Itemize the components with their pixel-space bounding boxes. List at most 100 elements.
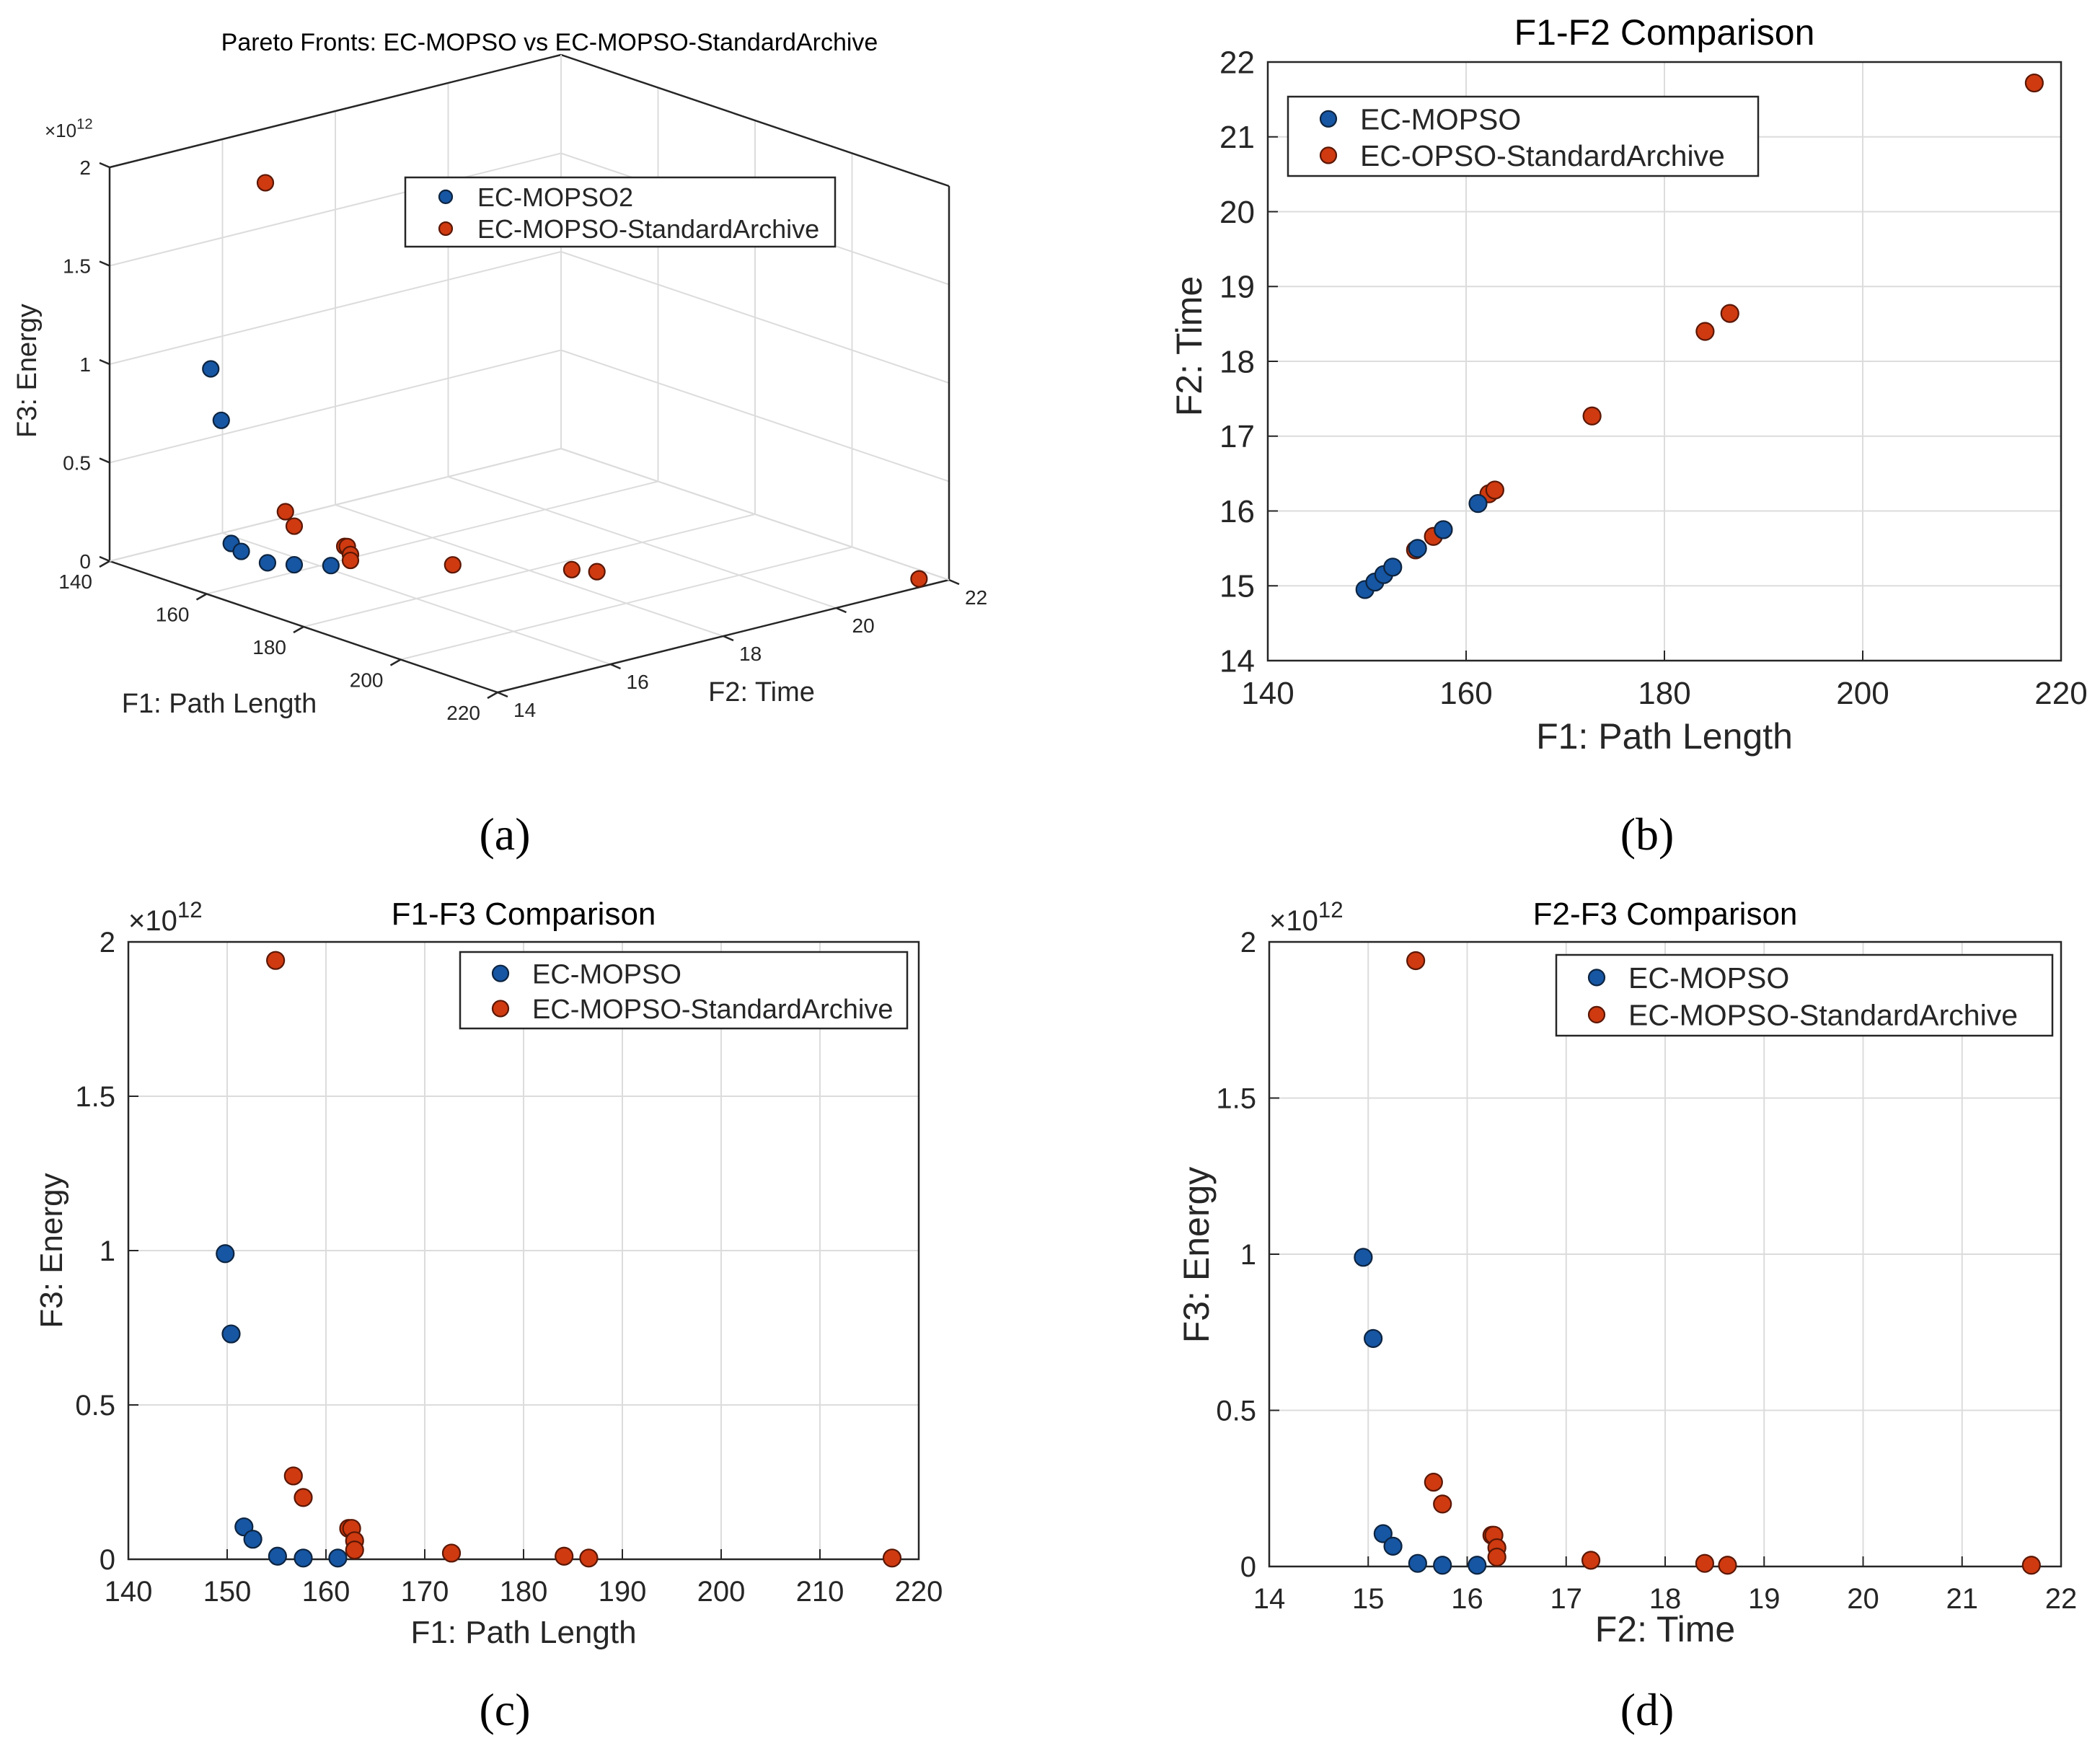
y-tick-label: 2 (100, 927, 115, 958)
legend-label-a: EC-MOPSO2 (477, 182, 633, 212)
x-tick-label: 150 (203, 1576, 252, 1608)
x-tick-label: 16 (1451, 1583, 1483, 1615)
data-point-standard-archive (1406, 951, 1426, 971)
sidewall-grid-z (109, 152, 562, 267)
data-point-ec-mopso (1364, 1328, 1383, 1349)
f1-tick-label: 220 (446, 702, 480, 724)
data-point-standard-archive (276, 503, 294, 521)
x-axis-label: F1: Path Length (1536, 716, 1793, 757)
tick-mark-f1 (195, 593, 208, 601)
tick-mark-f3 (99, 457, 110, 464)
plot-frame (1266, 61, 2062, 662)
data-point-ec-mopso (216, 1244, 235, 1264)
y-tick-label: 0.5 (1216, 1396, 1256, 1427)
data-point-ec-mopso (1433, 1556, 1452, 1575)
chart-c: 140 150 160 170 180 190 200 210 220 0 0.5 1 1.5 2 F1-F… (34, 896, 943, 1650)
f2-tick-label: 18 (739, 643, 762, 665)
data-point-standard-archive (588, 563, 606, 581)
data-point-ec-mopso (1408, 1554, 1427, 1573)
data-point-standard-archive (1695, 322, 1715, 341)
x-tick-label: 180 (1638, 676, 1690, 711)
x-tick-label: 22 (2045, 1583, 2078, 1615)
tick-mark-f2 (723, 635, 734, 642)
legend-marker-b (491, 1000, 510, 1018)
panel-label-a: (a) (479, 808, 530, 860)
legend-marker-a (438, 189, 454, 204)
box-edge (109, 53, 562, 169)
legend-box (1287, 95, 1760, 177)
x-tick-label: 210 (796, 1576, 844, 1608)
z-axis-label: F3: Energy (12, 304, 43, 438)
legend-label-a: EC-MOPSO (532, 959, 681, 990)
x-tick-label: 14 (1253, 1583, 1286, 1615)
x-tick-label: 220 (2034, 676, 2087, 711)
legend-marker-b (438, 221, 454, 237)
f1-tick-label: 180 (252, 636, 286, 658)
y-tick-label: 0.5 (75, 1390, 115, 1422)
data-point-standard-archive (1424, 1472, 1443, 1492)
y-tick-label: 0 (1240, 1551, 1256, 1583)
data-point-standard-archive (579, 1548, 599, 1568)
data-point-standard-archive (1718, 1556, 1737, 1575)
data-point-standard-archive (341, 551, 360, 570)
y-tick-label: 1 (1240, 1239, 1256, 1271)
data-point-ec-mopso (1468, 1556, 1487, 1575)
legend-marker-a (1587, 969, 1606, 987)
legend-d: EC-MOPSO EC-MOPSO-StandardArchive (1555, 953, 2054, 1037)
x-tick-label: 17 (1550, 1583, 1583, 1615)
data-point-standard-archive (444, 556, 462, 574)
x-tick-label: 20 (1847, 1583, 1879, 1615)
x-tick-label: 19 (1748, 1583, 1781, 1615)
chart-d: 14 15 16 17 18 19 20 21 22 0 0.5 1 1.5 2 F2-F3 Compari… (1176, 896, 2077, 1649)
y-tick-label: 20 (1219, 195, 1255, 230)
y-tick-label: 1 (100, 1235, 115, 1267)
box-edge-back (560, 448, 950, 581)
y-tick-label: 17 (1219, 419, 1255, 454)
data-point-standard-archive (1487, 1547, 1506, 1567)
legend-box (1555, 953, 2054, 1037)
y-tick-label: 22 (1219, 45, 1255, 80)
data-point-ec-mopso (1408, 539, 1427, 558)
data-point-ec-mopso (268, 1546, 287, 1566)
f1-tick-label: 140 (58, 570, 92, 593)
chart-title: Pareto Fronts: EC-MOPSO vs EC-MOPSO-Stan… (221, 29, 878, 56)
y-tick-label: 18 (1219, 344, 1255, 379)
data-point-ec-mopso2 (258, 554, 277, 572)
legend-c: EC-MOPSO EC-MOPSO-StandardArchive (459, 951, 909, 1030)
chart-b: 140 160 180 200 220 14 15 16 17 18 19 20 21 22 F1-F2 C… (1169, 12, 2088, 757)
backwall-grid-z (560, 251, 950, 384)
data-point-standard-archive (256, 174, 275, 192)
data-point-standard-archive (562, 560, 581, 578)
panel-label-d: (d) (1620, 1684, 1675, 1735)
sidewall-grid-z (109, 251, 562, 365)
x-tick-label: 220 (895, 1576, 943, 1608)
legend-label-b: EC-MOPSO-StandardArchive (1628, 999, 2018, 1032)
x-tick-label: 190 (599, 1576, 647, 1608)
chart-title: F2-F3 Comparison (1533, 896, 1798, 932)
f3-tick-label: 2 (79, 157, 91, 179)
data-point-standard-archive (910, 570, 928, 588)
legend-label-a: EC-MOPSO (1628, 961, 1789, 995)
data-point-ec-mopso (1434, 520, 1453, 539)
data-point-ec-mopso2 (232, 542, 250, 560)
data-point-ec-mopso2 (285, 555, 304, 574)
x-tick-label: 200 (697, 1576, 746, 1608)
floor-grid-y (335, 504, 724, 637)
exponent-label: ×1012 (128, 897, 203, 937)
backwall-grid-z (560, 349, 950, 482)
x-tick-label: 18 (1649, 1583, 1682, 1615)
x-tick-label: 140 (105, 1576, 153, 1608)
legend-marker-a (491, 964, 510, 982)
exponent-label: ×1012 (45, 116, 93, 141)
data-point-ec-mopso (243, 1530, 262, 1549)
tick-mark-f1 (389, 658, 402, 666)
tick-mark-f1 (487, 691, 498, 700)
y-tick-label: 1.5 (75, 1081, 115, 1113)
y-tick-label: 14 (1219, 643, 1255, 679)
exponent-label-power: 12 (1318, 897, 1344, 922)
x-axis-label: F2: Time (1595, 1609, 1735, 1649)
tick-mark-f3 (99, 162, 110, 169)
legend-box (404, 176, 837, 248)
floor-grid-y (222, 532, 611, 665)
